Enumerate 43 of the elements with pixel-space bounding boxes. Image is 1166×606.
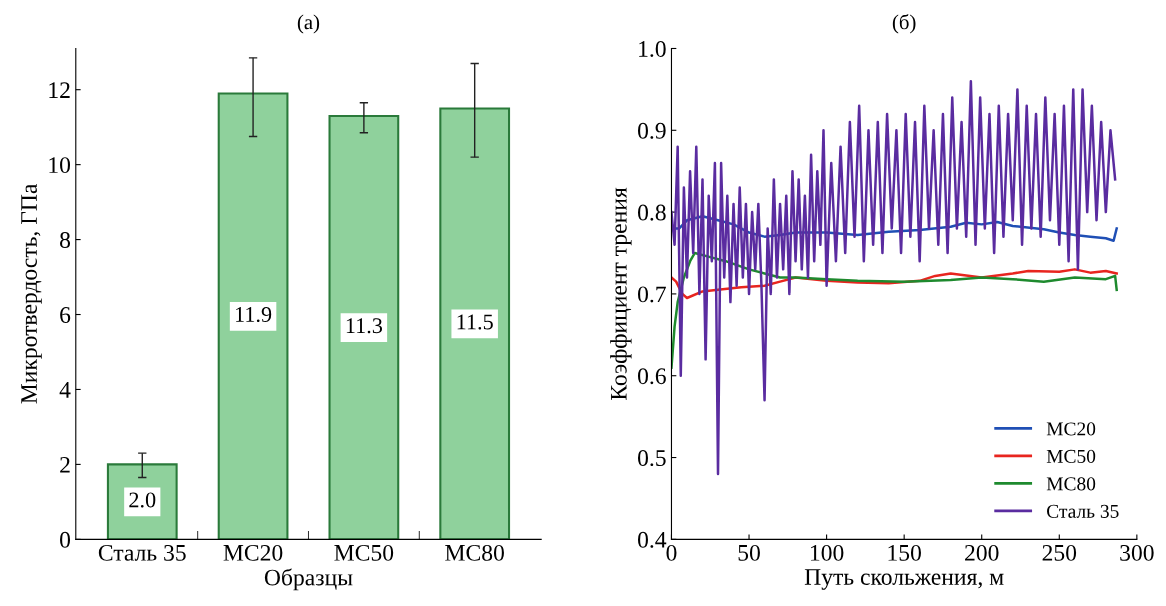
y-tick-label: 8 bbox=[60, 232, 71, 248]
x-axis-title: Образцы bbox=[264, 568, 353, 591]
x-tick-label: 150 bbox=[888, 544, 921, 561]
y-tick-label: 12 bbox=[49, 82, 70, 98]
y-tick-label: 1.0 bbox=[639, 40, 666, 58]
y-tick-label: 0.4 bbox=[638, 531, 667, 548]
x-tick-label: 200 bbox=[965, 544, 999, 561]
data-label: 2.0 bbox=[129, 492, 156, 508]
legend-label: MC50 bbox=[1046, 449, 1096, 463]
x-tick-label: MC80 bbox=[445, 544, 504, 561]
line-series bbox=[671, 79, 1117, 476]
x-tick-label: Сталь 35 bbox=[98, 544, 186, 561]
x-tick-label: 100 bbox=[810, 544, 844, 561]
y-tick-label: 0.7 bbox=[638, 286, 666, 303]
x-tick-label: MC50 bbox=[334, 544, 394, 561]
y-axis-title: Микротвердость, ГПа bbox=[21, 183, 42, 404]
x-tick-label: MC20 bbox=[223, 544, 283, 561]
legend-label: Сталь 35 bbox=[1047, 504, 1119, 518]
y-tick-label: 4 bbox=[59, 382, 71, 398]
data-label: 11.5 bbox=[457, 314, 493, 330]
y-axis-title: Коэффициент трения bbox=[610, 187, 632, 400]
bar bbox=[217, 92, 289, 540]
y-tick-label: 0.8 bbox=[638, 204, 666, 221]
y-tick-label: 0 bbox=[60, 531, 71, 548]
y-tick-label: 0.9 bbox=[638, 122, 666, 139]
y-tick-label: 0.5 bbox=[638, 450, 666, 467]
y-tick-label: 2 bbox=[60, 456, 70, 473]
x-tick-label: 0 bbox=[666, 544, 677, 561]
x-tick-label: 50 bbox=[738, 544, 760, 561]
y-tick-label: 10 bbox=[49, 157, 71, 174]
legend-label: MC80 bbox=[1046, 477, 1096, 491]
chart-title: (б) bbox=[892, 14, 916, 34]
bar bbox=[328, 114, 400, 540]
y-tick-label: 0.6 bbox=[638, 368, 666, 385]
y-tick-label: 6 bbox=[60, 307, 71, 323]
x-tick-label: 300 bbox=[1120, 544, 1154, 561]
x-tick-label: 250 bbox=[1042, 544, 1077, 561]
data-label: 11.9 bbox=[236, 307, 272, 323]
data-label: 11.3 bbox=[346, 318, 383, 334]
chart-title: (a) bbox=[297, 14, 320, 34]
x-axis-title: Путь скольжения, м bbox=[804, 569, 1004, 590]
bar bbox=[439, 107, 511, 540]
legend-label: MC20 bbox=[1046, 422, 1096, 436]
